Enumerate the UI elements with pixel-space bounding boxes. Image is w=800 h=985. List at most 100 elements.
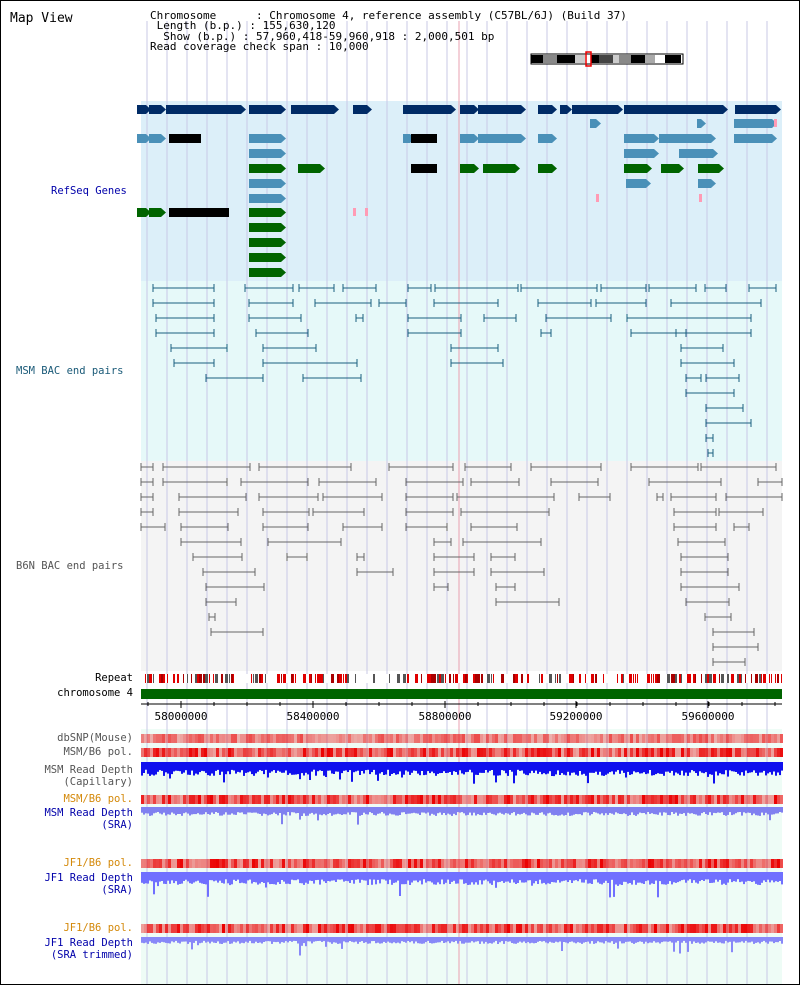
chromosome-track-label[interactable]: chromosome 4: [57, 687, 133, 699]
msm-read-depth-sra-bar: [677, 807, 679, 816]
gene-model[interactable]: [538, 105, 552, 114]
gene-model[interactable]: [624, 149, 654, 158]
jf1-read-depth-trimmed-bar: [529, 937, 531, 944]
gene-model[interactable]: [249, 268, 281, 277]
gene-model[interactable]: [353, 105, 367, 114]
gene-model[interactable]: [624, 134, 654, 143]
jf1-read-depth-sra-bar: [543, 872, 545, 883]
gene-model[interactable]: [298, 164, 320, 173]
jf1-read-depth-sra-bar: [781, 872, 783, 885]
msm-b6-pol-2-bar: [288, 795, 291, 804]
repeat-track[interactable]: [141, 674, 782, 683]
msm-read-depth-sra-bar: [503, 807, 505, 815]
gene-model[interactable]: [483, 164, 515, 173]
gene-model[interactable]: [149, 105, 161, 114]
gene-model[interactable]: [478, 134, 521, 143]
b6n-bac-track-label[interactable]: B6N BAC end pairs: [16, 560, 124, 572]
gene-model[interactable]: [249, 223, 281, 232]
gene-model[interactable]: [403, 105, 451, 114]
jf1-b6-pol-2-track-label[interactable]: JF1/B6 pol.: [63, 922, 133, 934]
gene-model[interactable]: [249, 194, 281, 203]
gene-model[interactable]: [460, 164, 474, 173]
gene-model[interactable]: [137, 134, 146, 143]
gene-model[interactable]: [460, 134, 474, 143]
msm-b6-pol-2-bar: [162, 795, 165, 804]
dbsnp-bar: [540, 734, 543, 743]
jf1-b6-pol-track-label[interactable]: JF1/B6 pol.: [63, 857, 133, 869]
jf1-b6-pol-bar: [306, 859, 309, 868]
jf1-read-depth-trimmed-bar: [145, 937, 147, 943]
msm-b6-pol-track-label[interactable]: MSM/B6 pol.: [63, 746, 133, 758]
gene-model[interactable]: [560, 105, 567, 114]
gene-model[interactable]: [698, 179, 711, 188]
jf1-b6-pol-bar: [642, 859, 645, 868]
msm-read-depth-capillary-label-1[interactable]: MSM Read Depth: [44, 764, 133, 776]
jf1-read-depth-trimmed-bar: [401, 937, 403, 942]
gene-model[interactable]: [249, 253, 281, 262]
gene-model[interactable]: [538, 134, 552, 143]
repeat-element: [183, 674, 184, 683]
msm-b6-pol-2-bar: [153, 795, 156, 804]
jf1-read-depth-trimmed-label-1[interactable]: JF1 Read Depth: [44, 937, 133, 949]
jf1-read-depth-sra-bar: [507, 872, 509, 882]
gene-model[interactable]: [137, 105, 146, 114]
gene-model[interactable]: [291, 105, 334, 114]
gene-model[interactable]: [626, 179, 646, 188]
repeat-element: [673, 674, 675, 683]
msm-read-depth-capillary-bar: [539, 762, 541, 772]
gene-model[interactable]: [137, 208, 146, 217]
gene-model[interactable]: [590, 119, 596, 128]
gene-model[interactable]: [460, 105, 474, 114]
jf1-read-depth-trimmed-bar: [493, 937, 495, 943]
gene-model[interactable]: [249, 105, 281, 114]
msm-bac-track-label[interactable]: MSM BAC end pairs: [16, 365, 124, 377]
gene-model[interactable]: [679, 149, 713, 158]
gene-model[interactable]: [249, 149, 281, 158]
msm-read-depth-sra-bar: [775, 807, 777, 814]
msm-b6-pol-bar: [645, 748, 648, 757]
msm-read-depth-capillary-bar: [687, 762, 689, 776]
gene-model[interactable]: [697, 119, 701, 128]
gene-model[interactable]: [149, 208, 161, 217]
jf1-read-depth-sra-bar: [389, 872, 391, 880]
gene-model[interactable]: [249, 164, 281, 173]
dbsnp-bar: [486, 734, 489, 743]
gene-model[interactable]: [735, 105, 776, 114]
gene-model[interactable]: [661, 164, 679, 173]
gene-model[interactable]: [734, 119, 772, 128]
jf1-b6-pol-bar: [516, 859, 519, 868]
gene-model[interactable]: [249, 208, 281, 217]
dbsnp-track-label[interactable]: dbSNP(Mouse): [57, 732, 133, 744]
msm-read-depth-sra-label-1[interactable]: MSM Read Depth: [44, 807, 133, 819]
jf1-b6-pol-bar: [594, 859, 597, 868]
repeat-track-label[interactable]: Repeat: [95, 672, 133, 684]
refseq-track-label[interactable]: RefSeq Genes: [51, 185, 127, 197]
gene-model[interactable]: [659, 134, 711, 143]
msm-b6-pol-2-track-label[interactable]: MSM/B6 pol.: [63, 793, 133, 805]
jf1-read-depth-trimmed-bar: [585, 937, 587, 942]
gene-model[interactable]: [538, 164, 552, 173]
jf1-b6-pol-bar: [627, 859, 630, 868]
gene-model[interactable]: [624, 164, 647, 173]
gene-model[interactable]: [698, 164, 719, 173]
gene-model[interactable]: [249, 179, 281, 188]
gene-model[interactable]: [734, 134, 772, 143]
jf1-b6-pol-bar: [189, 859, 192, 868]
gene-model[interactable]: [624, 105, 723, 114]
gene-model[interactable]: [249, 134, 281, 143]
msm-b6-pol-2-bar: [582, 795, 585, 804]
msm-read-depth-capillary-bar: [695, 762, 697, 773]
gene-model[interactable]: [478, 105, 521, 114]
gene-model[interactable]: [403, 134, 410, 143]
chromosome-bar[interactable]: [141, 689, 782, 699]
gene-model[interactable]: [166, 105, 241, 114]
gene-model[interactable]: [249, 238, 281, 247]
jf1-read-depth-sra-bar: [341, 872, 343, 880]
gene-model[interactable]: [572, 105, 618, 114]
gene-model[interactable]: [149, 134, 161, 143]
msm-b6-pol-bar: [237, 748, 240, 757]
jf1-read-depth-sra-label-1[interactable]: JF1 Read Depth: [44, 872, 133, 884]
msm-read-depth-capillary-bar: [477, 762, 479, 775]
dbsnp-bar: [468, 734, 471, 743]
